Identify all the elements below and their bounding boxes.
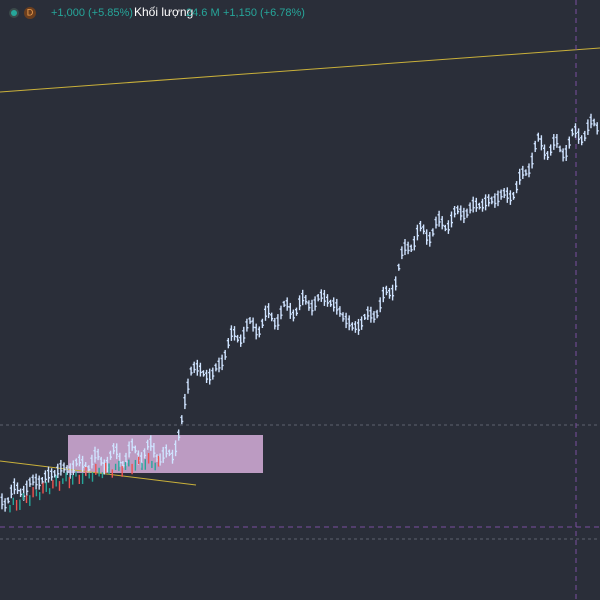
interval-badge[interactable] <box>24 7 36 19</box>
status-dot <box>11 10 17 16</box>
trend-line[interactable] <box>0 47 600 93</box>
interval[interactable]: D <box>27 7 34 17</box>
volume-change: +1,150 (+6.78%) <box>223 7 305 19</box>
volume-label: Khối lượng <box>134 5 193 19</box>
trend-line[interactable] <box>0 460 197 486</box>
price-change: +1,000 (+5.85%) <box>51 7 133 19</box>
range-box[interactable] <box>68 435 263 473</box>
price-bars <box>0 113 599 513</box>
volume-value: 24.6 M <box>186 7 220 19</box>
